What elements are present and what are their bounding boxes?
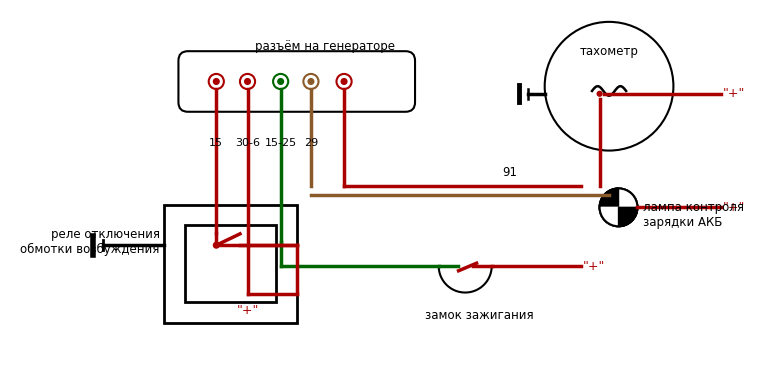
Text: тахометр: тахометр: [580, 45, 638, 58]
Circle shape: [245, 79, 251, 84]
Text: 91: 91: [502, 166, 517, 179]
Bar: [185, 225, 276, 302]
Text: "+": "+": [236, 304, 258, 317]
Text: 15-25: 15-25: [265, 138, 297, 148]
Circle shape: [308, 79, 314, 84]
Bar: [165, 205, 297, 323]
Text: реле отключения
обмотки возбуждения: реле отключения обмотки возбуждения: [20, 228, 159, 256]
Text: "+": "+": [583, 260, 605, 272]
Polygon shape: [618, 207, 638, 226]
Text: замок зажигания: замок зажигания: [425, 309, 534, 321]
Circle shape: [278, 79, 284, 84]
Text: "+": "+": [723, 87, 745, 100]
Circle shape: [600, 189, 638, 226]
Circle shape: [341, 79, 347, 84]
Text: 15: 15: [209, 138, 223, 148]
Polygon shape: [618, 189, 638, 207]
Polygon shape: [600, 189, 618, 207]
Circle shape: [598, 91, 602, 96]
Circle shape: [600, 189, 638, 226]
Text: разъём на генераторе: разъём на генераторе: [255, 40, 395, 53]
Text: 29: 29: [304, 138, 318, 148]
Circle shape: [214, 79, 219, 84]
Text: "+": "+": [723, 201, 745, 214]
Polygon shape: [600, 207, 618, 226]
Text: лампа контроля
зарядки АКБ: лампа контроля зарядки АКБ: [643, 201, 744, 229]
Text: 30-6: 30-6: [235, 138, 260, 148]
Circle shape: [214, 242, 219, 248]
